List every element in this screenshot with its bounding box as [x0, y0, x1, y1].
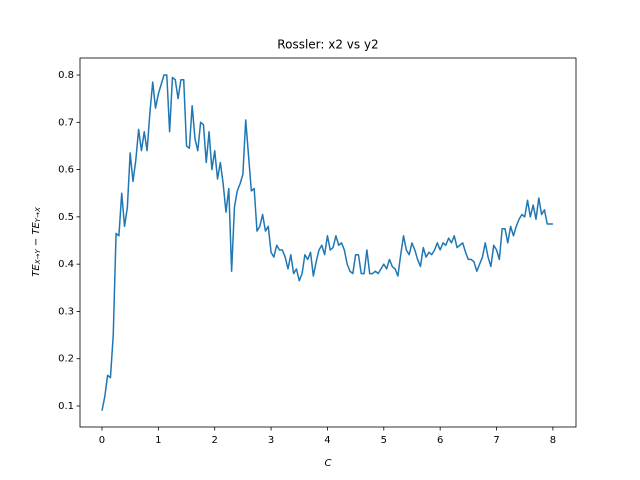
x-tick-label: 1: [155, 435, 161, 446]
y-tick-label: 0.8: [58, 70, 74, 81]
y-label-subscript: X→Y: [34, 249, 42, 266]
y-label-subscript: Y→X: [34, 207, 42, 222]
x-tick-label: 6: [437, 435, 443, 446]
x-tick-label: 5: [381, 435, 387, 446]
x-tick-label: 3: [268, 435, 274, 446]
y-tick-label: 0.7: [58, 117, 74, 128]
y-axis-label: TEX→Y − TEY→X: [31, 207, 42, 277]
x-tick-label: 7: [493, 435, 499, 446]
chart-title: Rossler: x2 vs y2: [277, 38, 378, 52]
x-tick-label: 4: [324, 435, 330, 446]
y-label-text: TE: [31, 264, 42, 277]
y-tick-label: 0.1: [58, 401, 74, 412]
y-tick-label: 0.4: [58, 259, 74, 270]
y-label-text: − TE: [31, 222, 42, 250]
y-tick-label: 0.2: [58, 354, 74, 365]
x-axis-label: C: [325, 458, 332, 469]
y-tick-label: 0.3: [58, 306, 74, 317]
y-tick-label: 0.6: [58, 165, 74, 176]
x-tick-label: 0: [99, 435, 105, 446]
y-tick-label: 0.5: [58, 212, 74, 223]
x-tick-label: 2: [212, 435, 218, 446]
data-line: [101, 74, 553, 411]
x-tick-label: 8: [550, 435, 556, 446]
plot-frame: [79, 57, 577, 428]
